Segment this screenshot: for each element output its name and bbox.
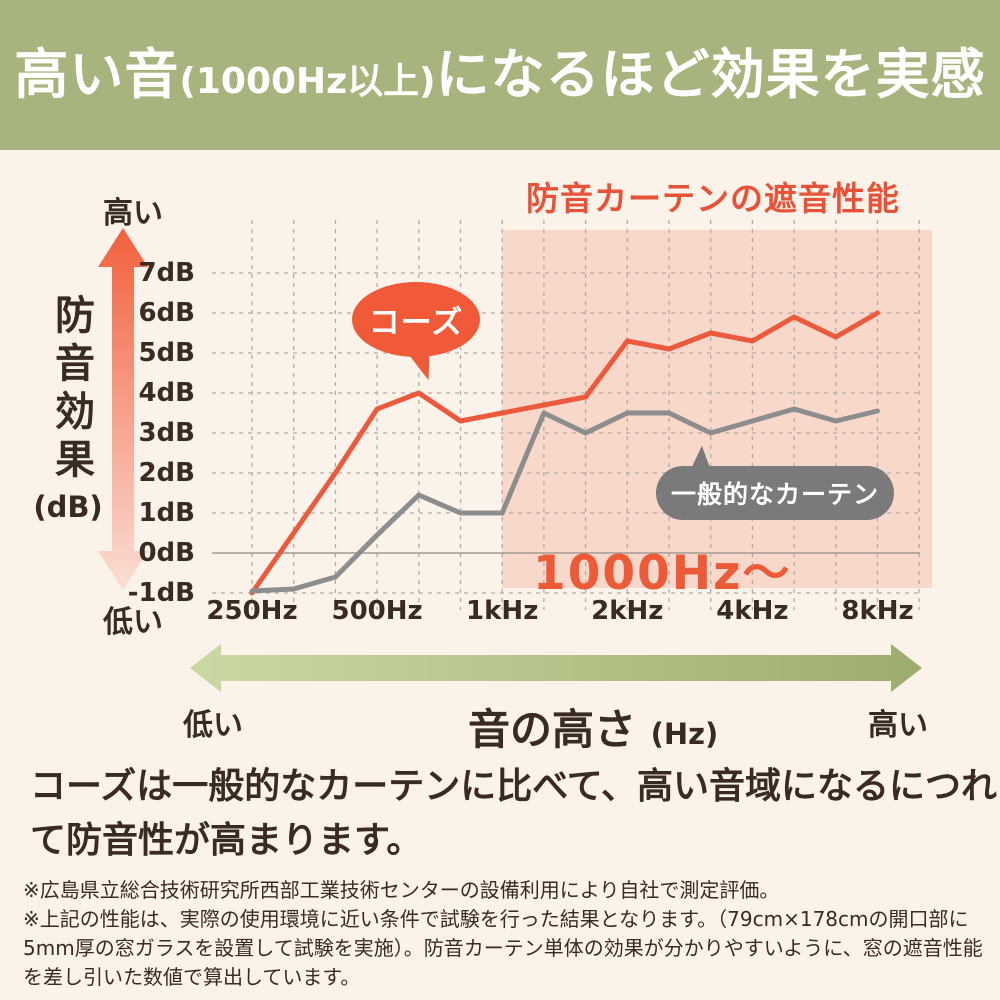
soundproof-effect-arrow: [98, 228, 148, 590]
x-tick-label: 8kHz: [841, 596, 914, 626]
footnote-line-1: ※広島県立総合技術研究所西部工業技術センターの設備利用により自社で測定評価。: [23, 878, 780, 902]
footnote-line-4: を差し引いた数値で算出しています。: [23, 965, 361, 989]
y-axis-unit: (dB): [33, 490, 103, 524]
x-tick-label: 250Hz: [206, 596, 298, 626]
banner-rest-text: になるほど効果を実感: [435, 43, 986, 106]
freq-axis-unit: (Hz): [650, 717, 719, 751]
body-text: コーズは一般的なカーテンに比べて、高い音域になるにつれ て防音性が高まります。: [30, 760, 997, 868]
freq-axis-high-label: 高い: [868, 708, 928, 743]
series-line-koze: [249, 310, 880, 596]
series-bubble-general-label: 一般的なカーテン: [670, 480, 879, 509]
footnotes: ※広島県立総合技術研究所西部工業技術センターの設備利用により自社で測定評価。 ※…: [23, 876, 983, 992]
y-axis-name: 防音効果: [48, 294, 94, 486]
body-text-line-2: て防音性が高まります。: [30, 820, 423, 861]
y-tick-label: 7dB: [138, 258, 195, 288]
y-tick-label: 4dB: [138, 378, 195, 408]
x-tick-label: 2kHz: [591, 596, 664, 626]
body-text-line-1: コーズは一般的なカーテンに比べて、高い音域になるにつれ: [30, 766, 997, 807]
y-tick-label: 2dB: [138, 458, 195, 488]
series-bubble-general: 一般的なカーテン: [656, 466, 894, 520]
x-tick-label: 1kHz: [466, 596, 539, 626]
freq-axis-low-label: 低い: [183, 708, 243, 743]
x-tick-label: 4kHz: [716, 596, 789, 626]
freq-axis-name-text: 音の高さ: [468, 705, 637, 754]
y-tick-label: 5dB: [138, 338, 195, 368]
highlight-region: [502, 230, 932, 588]
series-line-general: [249, 406, 880, 594]
highlight-region-label: 1000Hz〜: [533, 546, 792, 601]
chart-title: 防音カーテンの遮音性能: [526, 179, 900, 218]
y-tick-label: 1dB: [138, 498, 195, 528]
y-tick-label: 3dB: [138, 418, 195, 448]
y-tick-label: -1dB: [127, 578, 195, 608]
series-bubble-koze: コーズ: [352, 282, 480, 357]
y-tick-label: 0dB: [138, 538, 195, 568]
banner-paren-text: (1000Hz以上): [179, 61, 436, 102]
y-axis-low-label: 低い: [103, 605, 163, 640]
frequency-axis-arrow: [190, 644, 922, 692]
freq-axis-name: 音の高さ (Hz): [468, 696, 718, 757]
footnote-line-3: 5mm厚の窓ガラスを設置して試験を実施）。防音カーテン単体の効果が分かりやすいよ…: [23, 936, 983, 960]
x-tick-label: 500Hz: [331, 596, 423, 626]
footnote-line-2: ※上記の性能は、実際の使用環境に近い条件で試験を行った結果となります。（79cm…: [23, 907, 969, 931]
y-tick-label: 6dB: [138, 298, 195, 328]
y-axis-high-label: 高い: [103, 196, 163, 231]
series-bubble-koze-label: コーズ: [368, 305, 464, 341]
banner-highlight-text: 高い音: [14, 43, 180, 106]
banner: 高い音(1000Hz以上)になるほど効果を実感: [0, 0, 1000, 150]
